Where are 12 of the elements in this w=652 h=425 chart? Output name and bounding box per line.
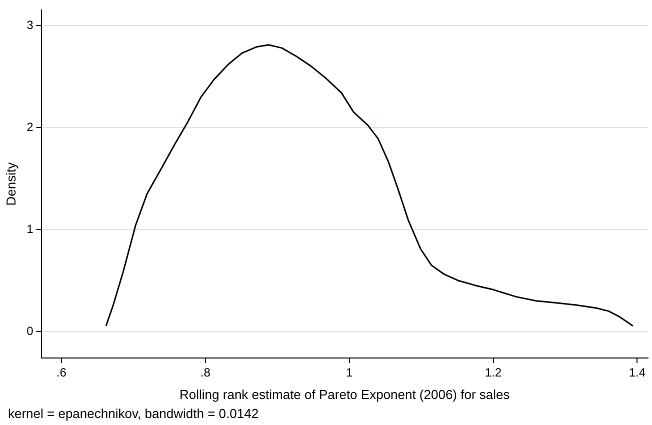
y-tick-label: 3: [26, 18, 34, 32]
x-tick-label: 1.2: [484, 366, 502, 380]
x-tick-label: .8: [200, 366, 211, 380]
text: kernel = epanechnikov, bandwidth = 0.0142: [8, 406, 259, 422]
x-axis-title: Rolling rank estimate of Pareto Exponent (2006) for sales: [180, 386, 510, 402]
y-axis-title: Density: [3, 162, 18, 206]
x-tick-label: .6: [56, 366, 67, 380]
x-tick-label: 1: [346, 366, 353, 380]
x-tick-label: 1.4: [628, 366, 646, 380]
y-tick-label: 0: [26, 324, 34, 338]
y-tick-label: 1: [26, 222, 34, 236]
y-tick-label: 2: [26, 120, 34, 134]
